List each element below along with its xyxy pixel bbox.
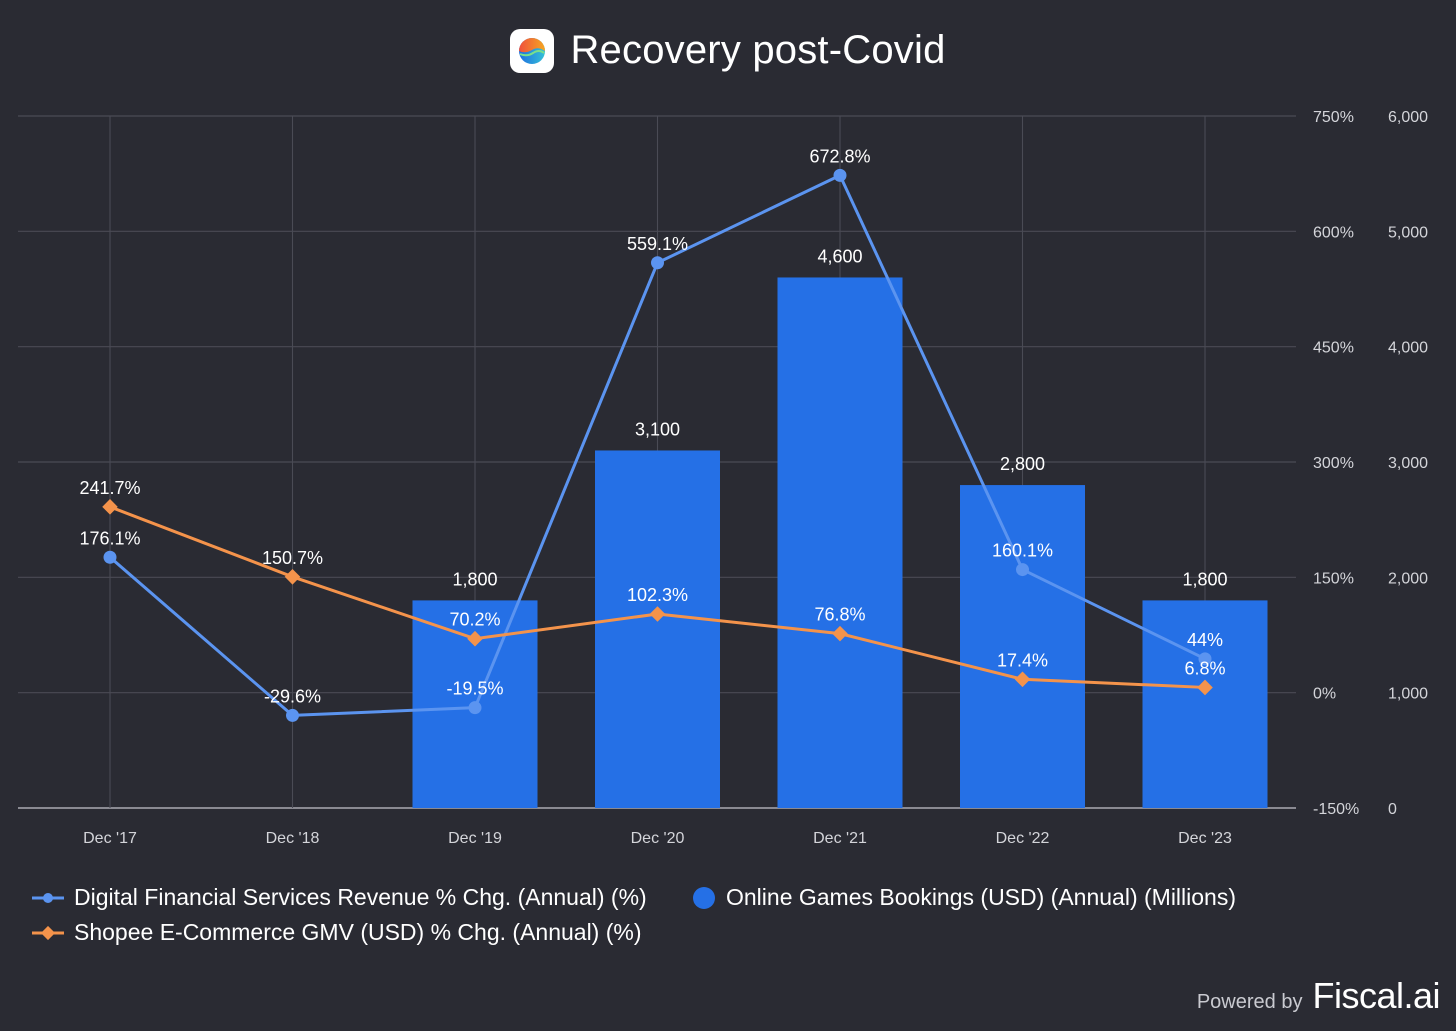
y-left-tick-label: 150% (1313, 570, 1354, 587)
bar-value-label: 1,800 (1182, 569, 1227, 589)
line-value-label: 559.1% (627, 234, 688, 254)
bar-marker-icon (693, 886, 715, 909)
line-point (649, 606, 666, 622)
chart-header: Recovery post-Covid (0, 28, 1456, 73)
x-tick-label: Dec '21 (813, 830, 867, 847)
bar (777, 277, 903, 808)
line-point (468, 701, 482, 715)
bar-value-label: 3,100 (635, 419, 680, 439)
line-value-label: 176.1% (79, 528, 140, 548)
label-layer: 1,800 3,100 4,600 2,800 1,800 176.1% -29.6% -19… (79, 146, 1227, 706)
legend-item-dfs[interactable]: Digital Financial Services Revenue % Chg… (32, 884, 647, 911)
line-point (833, 168, 847, 182)
bar-layer (412, 277, 1268, 808)
y-right-tick-label: 3,000 (1388, 455, 1428, 472)
bar (960, 485, 1085, 808)
line-value-label: 44% (1187, 630, 1223, 650)
chart-title: Recovery post-Covid (570, 28, 946, 72)
legend-label-online-games: Online Games Bookings (USD) (Annual) (Mi… (726, 884, 1236, 910)
line-point (102, 499, 118, 515)
line-value-label: 102.3% (627, 585, 688, 605)
line-value-label: 76.8% (814, 605, 865, 625)
x-tick-label: Dec '23 (1178, 830, 1232, 847)
y-left-tick-label: -150% (1313, 801, 1359, 818)
line-point (832, 625, 848, 642)
y-left-tick-label: 0% (1313, 686, 1336, 703)
chart-plot: 1,800 3,100 4,600 2,800 1,800 176.1% -29.6% -19… (18, 109, 1428, 847)
line-value-label: 6.8% (1184, 658, 1225, 678)
bar-value-label: 1,800 (452, 569, 497, 589)
line-value-label: 17.4% (997, 650, 1048, 670)
line-point (1198, 652, 1212, 666)
legend-label-dfs: Digital Financial Services Revenue % Chg… (74, 884, 647, 910)
y-right-tick-label: 4,000 (1388, 340, 1428, 357)
line-point (286, 708, 299, 722)
line-point (651, 256, 664, 270)
line-point (1014, 671, 1031, 688)
y-left-tick-label: 300% (1313, 455, 1354, 472)
x-tick-label: Dec '22 (996, 830, 1050, 847)
legend-item-shopee[interactable]: Shopee E-Commerce GMV (USD) % Chg. (Annu… (32, 919, 642, 946)
line-point (284, 569, 301, 585)
y-left-tick-label: 450% (1313, 340, 1354, 357)
powered-by-footer[interactable]: Powered by Fiscal.ai (1196, 975, 1441, 1017)
line-value-label: 160.1% (992, 541, 1053, 561)
legend-label-shopee: Shopee E-Commerce GMV (USD) % Chg. (Annu… (74, 919, 642, 945)
line-value-label: 672.8% (809, 146, 870, 166)
powered-by-text: Powered by (1196, 991, 1303, 1013)
bar (1142, 600, 1268, 808)
x-tick-label: Dec '18 (266, 830, 320, 847)
x-tick-label: Dec '17 (83, 830, 137, 847)
y-right-tick-label: 2,000 (1388, 570, 1428, 587)
line-value-label: 241.7% (79, 478, 140, 498)
line-value-label: -29.6% (264, 686, 321, 706)
globe-app-icon (510, 28, 555, 73)
line-marker-icon (32, 892, 64, 903)
bar-value-label: 2,800 (1000, 454, 1045, 474)
y-right-tick-label: 1,000 (1388, 686, 1428, 703)
axis-layer: 750% 6,000 600% 5,000 450% 4,000 300% 3,000 150%… (83, 109, 1428, 847)
bar (595, 450, 720, 808)
brand-logo-text: Fiscal.ai (1312, 975, 1440, 1016)
legend-item-online-games[interactable]: Online Games Bookings (USD) (Annual) (Mi… (692, 884, 1236, 911)
line-point (1016, 563, 1029, 577)
diamond-marker-icon (32, 925, 64, 940)
y-right-tick-label: 0 (1388, 801, 1397, 818)
line-point (1197, 679, 1213, 696)
x-tick-label: Dec '20 (631, 830, 685, 847)
y-right-tick-label: 6,000 (1388, 109, 1428, 126)
bar-value-label: 4,600 (817, 246, 862, 266)
y-right-tick-label: 5,000 (1388, 224, 1428, 241)
y-left-tick-label: 750% (1313, 109, 1354, 126)
line-value-label: 70.2% (449, 610, 500, 630)
line-value-label: 150.7% (262, 548, 323, 568)
line-value-label: -19.5% (446, 679, 503, 699)
y-left-tick-label: 600% (1313, 224, 1354, 241)
line-point (103, 550, 117, 564)
x-tick-label: Dec '19 (448, 830, 502, 847)
